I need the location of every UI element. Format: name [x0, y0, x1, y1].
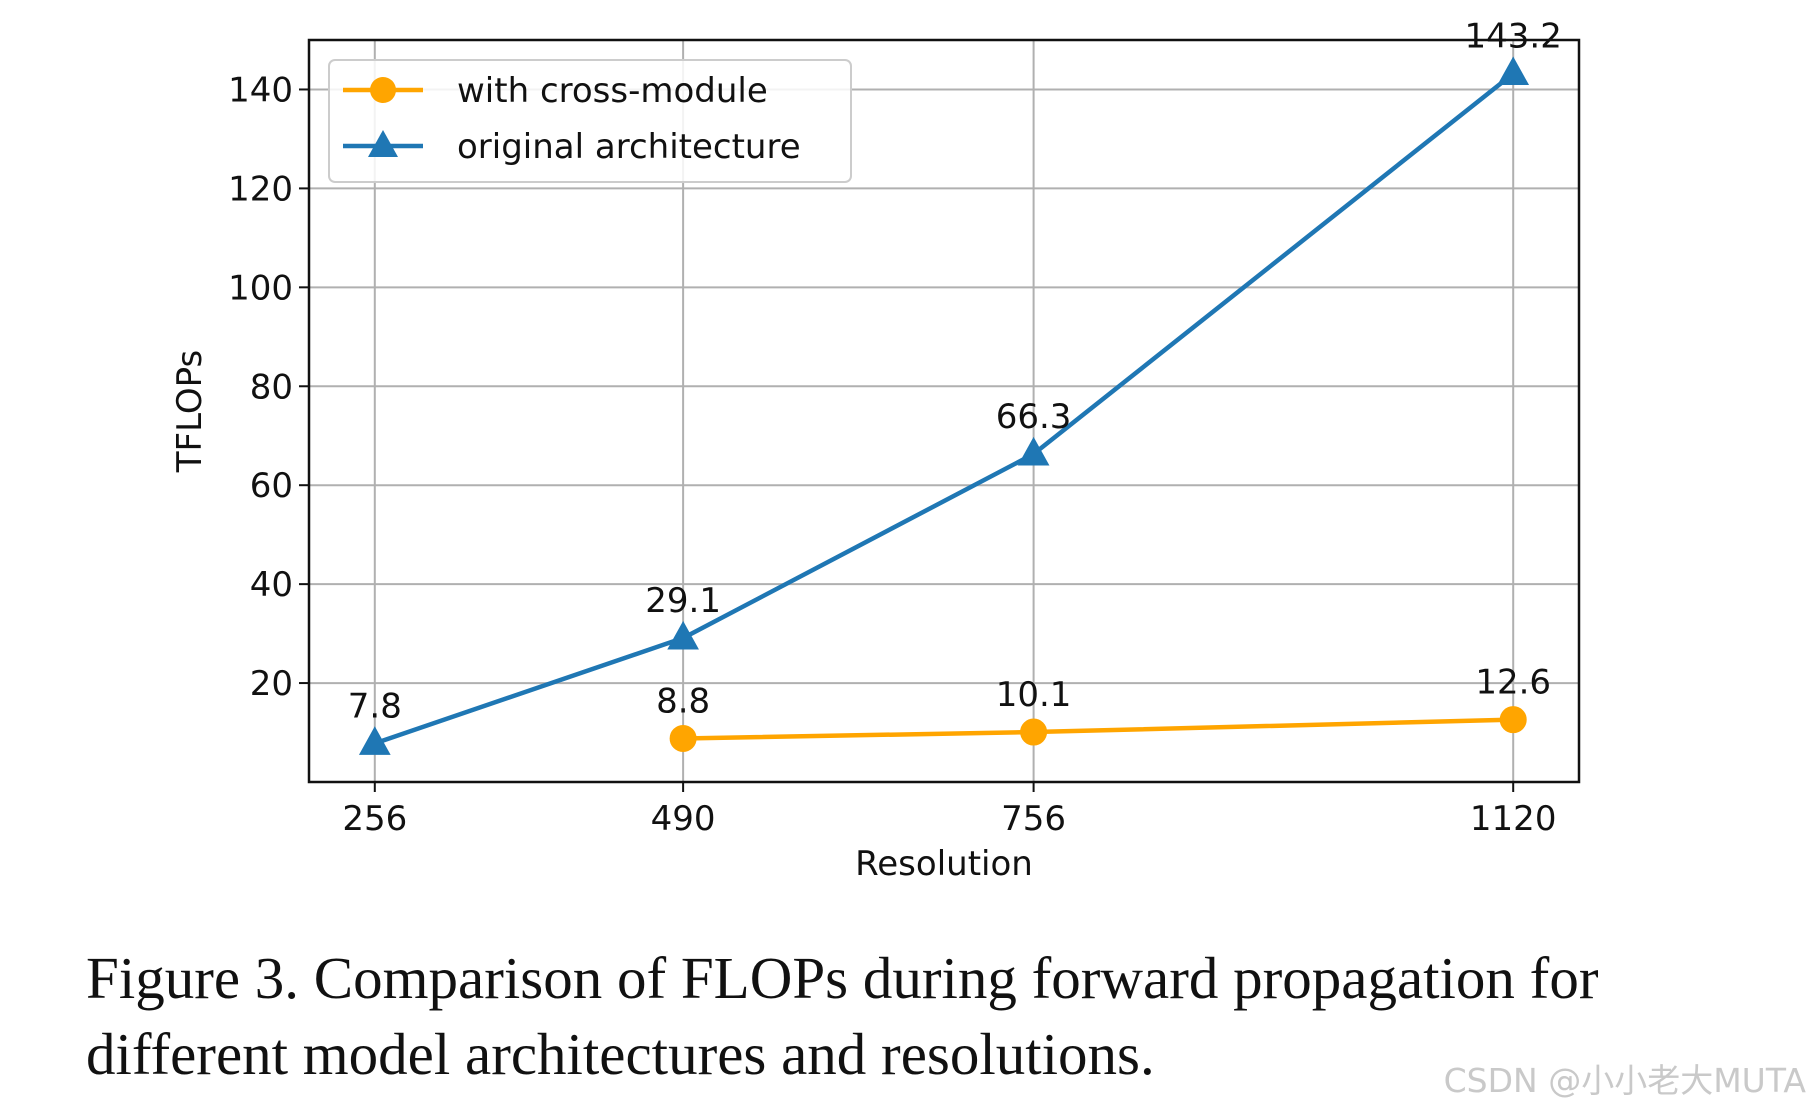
y-tick-label-120: 120	[228, 169, 293, 209]
series-line-cross-module	[683, 717, 1514, 741]
flops-chart: 8.8 10.1 12.6 7.8 29.1 66.3 143.2 20 40 60 80 100 1…	[170, 17, 1581, 884]
axes-group: 20 40 60 80 100 120 140 256 490 756 1120 Resolution…	[170, 38, 1581, 884]
y-tick-label-100: 100	[228, 268, 293, 308]
point-marker-cross-module-1120	[1499, 706, 1527, 734]
data-label-cross-module-490: 8.8	[656, 681, 710, 721]
plot-frame	[307, 38, 1581, 784]
x-tick-label-490: 490	[651, 799, 716, 839]
x-tick-label-756: 756	[1001, 799, 1066, 839]
legend-label-original-architecture: original architecture	[457, 127, 801, 167]
legend-box	[328, 59, 852, 183]
legend: with cross-module original architecture	[328, 59, 852, 183]
data-label-original-architecture-256: 7.8	[348, 686, 402, 726]
legend-marker-original-architecture	[368, 130, 398, 157]
point-marker-cross-module-756	[1020, 718, 1048, 746]
data-label-cross-module-756: 10.1	[996, 675, 1072, 715]
point-marker-original-architecture-1120	[1497, 56, 1530, 86]
point-marker-cross-module-490	[669, 724, 697, 752]
figure-caption: Figure 3. Comparison of FLOPs during for…	[86, 940, 1766, 1092]
data-labels-group: 8.8 10.1 12.6 7.8 29.1 66.3 143.2	[348, 17, 1562, 727]
data-label-original-architecture-756: 66.3	[996, 397, 1072, 437]
watermark: CSDN @小小老大MUTA	[1443, 1061, 1806, 1100]
x-tick-label-256: 256	[342, 799, 407, 839]
series-line-original-architecture	[374, 71, 1515, 746]
x-tick-label-1120: 1120	[1470, 799, 1557, 839]
data-label-original-architecture-1120: 143.2	[1465, 17, 1562, 57]
caption-line-2: different model architectures and resolu…	[86, 1021, 1155, 1087]
point-marker-original-architecture-256	[358, 726, 391, 755]
point-marker-original-architecture-756	[1017, 436, 1050, 466]
legend-label-cross-module: with cross-module	[457, 71, 768, 111]
y-tick-label-20: 20	[250, 664, 293, 704]
legend-marker-cross-module	[370, 77, 396, 103]
y-tick-label-140: 140	[228, 70, 293, 110]
series-group	[358, 56, 1530, 755]
x-axis-label: Resolution	[855, 844, 1033, 884]
y-tick-label-40: 40	[250, 565, 293, 605]
data-label-original-architecture-490: 29.1	[645, 581, 721, 621]
point-marker-original-architecture-490	[667, 620, 699, 650]
caption-line-1: Figure 3. Comparison of FLOPs during for…	[86, 945, 1599, 1011]
data-label-cross-module-1120: 12.6	[1475, 663, 1551, 703]
y-axis-label: TFLOPs	[170, 350, 210, 473]
y-tick-label-80: 80	[250, 367, 293, 407]
y-tick-label-60: 60	[250, 466, 293, 506]
